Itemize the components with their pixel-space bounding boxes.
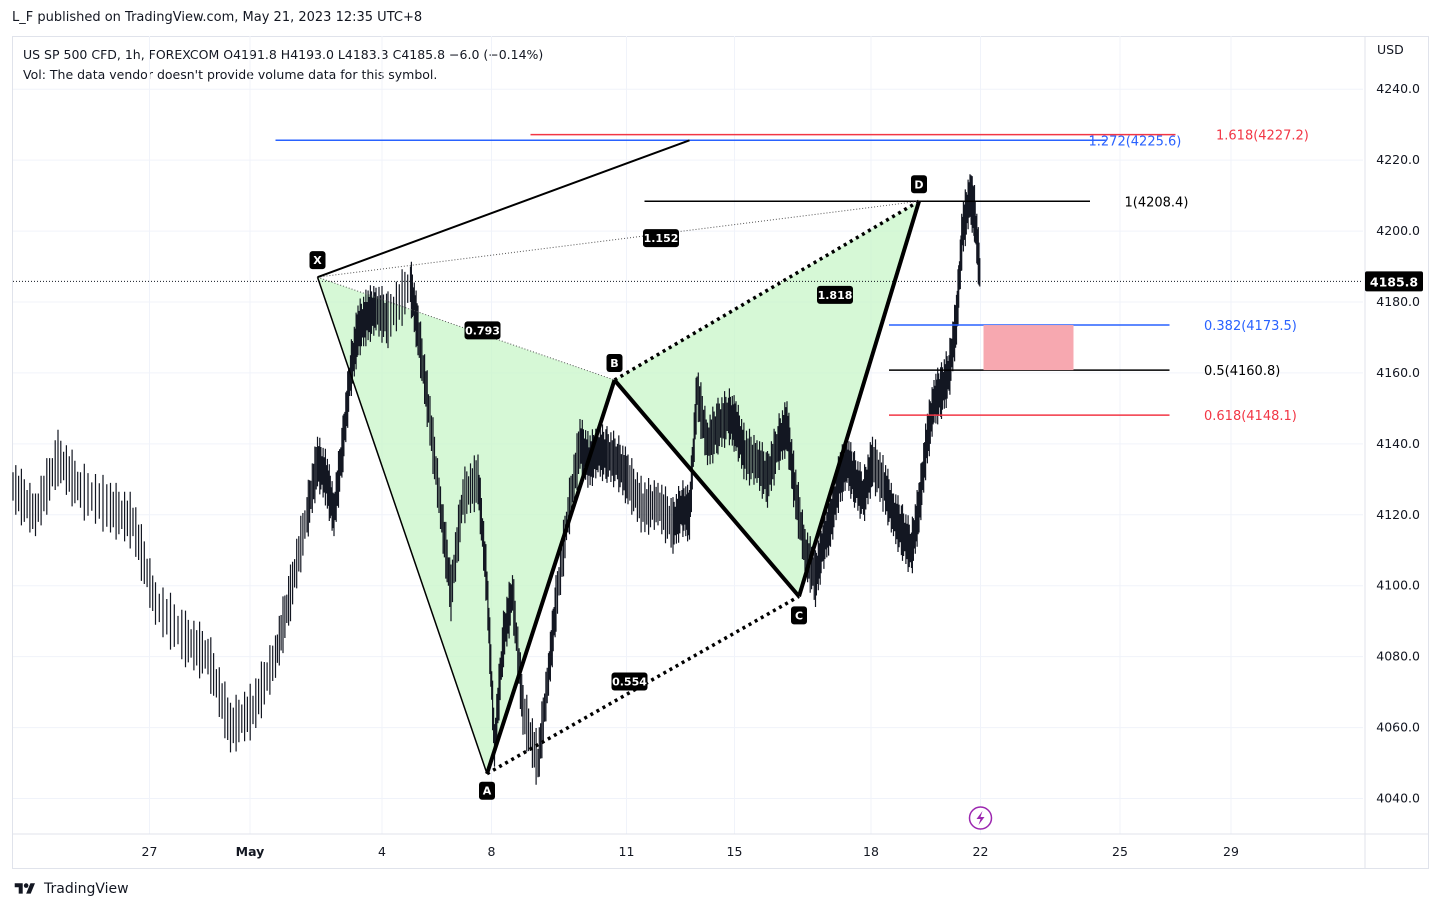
ratio-badge xyxy=(464,321,501,340)
lightning-icon xyxy=(976,811,985,825)
ratio-badge xyxy=(611,672,648,691)
pattern-point-label: X xyxy=(313,254,322,267)
pattern-point-badge[interactable] xyxy=(309,251,326,270)
pattern-point-label: B xyxy=(610,357,618,370)
fib-level-label: 0.618(4148.1) xyxy=(1204,409,1297,424)
ratio-badge xyxy=(643,229,679,248)
pattern-point-badge[interactable] xyxy=(479,781,495,800)
y-tick-label: 4220.0 xyxy=(1376,152,1420,167)
y-tick-label: 4080.0 xyxy=(1376,649,1420,664)
leg-ab[interactable] xyxy=(485,379,617,775)
publisher-info: L_F published on TradingView.com, May 21… xyxy=(12,10,423,25)
x-tick-label: 11 xyxy=(619,844,635,859)
x-tick-label: 22 xyxy=(973,844,989,859)
leg-cd[interactable] xyxy=(797,200,921,597)
tradingview-logo-icon xyxy=(14,883,35,894)
ratio-line-bd[interactable] xyxy=(613,199,920,382)
pattern-point-badge[interactable] xyxy=(911,175,927,194)
symbol-legend: US SP 500 CFD, 1h, FOREXCOM O4191.8 H419… xyxy=(23,45,543,85)
brand-name: TradingView xyxy=(44,881,129,897)
fib-level-label: 0.382(4173.5) xyxy=(1204,319,1297,334)
ratio-label: 0.554 xyxy=(612,675,647,688)
volume-note: Vol: The data vendor doesn't provide vol… xyxy=(23,67,438,82)
last-price-label: 4185.8 xyxy=(1370,274,1418,289)
x-tick-label: 29 xyxy=(1223,844,1239,859)
pattern-point-label: A xyxy=(483,785,492,798)
leg-xa[interactable] xyxy=(316,276,488,774)
x-tick-label: 27 xyxy=(142,844,158,859)
y-tick-label: 4140.0 xyxy=(1376,436,1420,451)
leg-bc[interactable] xyxy=(612,378,801,598)
ratio-label: 1.152 xyxy=(644,232,679,245)
ratio-badge xyxy=(817,285,853,304)
ratio-label: 0.793 xyxy=(465,324,500,337)
target-zone[interactable] xyxy=(983,325,1074,371)
fib-level-label: 0.5(4160.8) xyxy=(1204,364,1280,379)
y-tick-label: 4200.0 xyxy=(1376,223,1420,238)
ratio-line-xd xyxy=(317,200,920,278)
y-tick-label: 4040.0 xyxy=(1376,791,1420,806)
last-price-tag[interactable] xyxy=(1365,271,1423,292)
y-tick-label: 4100.0 xyxy=(1376,578,1420,593)
y-tick-label: 4240.0 xyxy=(1376,81,1420,96)
pattern-point-label: C xyxy=(795,609,803,622)
ohlc-values: O4191.8 H4193.0 L4183.3 C4185.8 xyxy=(223,47,446,62)
price-change: −6.0 (−0.14%) xyxy=(449,47,544,62)
x-tick-label: 15 xyxy=(727,844,743,859)
fib-level-label: 1(4208.4) xyxy=(1125,195,1189,210)
price-bars xyxy=(12,174,981,785)
pattern-point-badge[interactable] xyxy=(791,606,807,625)
x-tick-label: May xyxy=(236,844,265,859)
symbol-name[interactable]: US SP 500 CFD, 1h, FOREXCOM xyxy=(23,47,220,62)
y-tick-label: 4060.0 xyxy=(1376,720,1420,735)
x-tick-label: 8 xyxy=(488,844,496,859)
ratio-line-xb xyxy=(317,276,615,381)
y-tick-label: 4160.0 xyxy=(1376,365,1420,380)
fib-level-label: 1.272(4225.6) xyxy=(1089,134,1182,149)
x-tick-label: 18 xyxy=(863,844,879,859)
ratio-label: 1.818 xyxy=(818,289,853,302)
pattern-bcd-fill xyxy=(614,201,919,597)
pattern-xab-fill xyxy=(317,277,615,774)
y-tick-label: 4120.0 xyxy=(1376,507,1420,522)
x-tick-label: 25 xyxy=(1112,844,1128,859)
tradingview-footer[interactable]: TradingView xyxy=(12,881,129,897)
pattern-point-badge[interactable] xyxy=(606,354,623,373)
x-extension-line[interactable] xyxy=(317,139,690,279)
y-tick-label: 4180.0 xyxy=(1376,294,1420,309)
fib-level-label: 1.618(4227.2) xyxy=(1216,129,1309,144)
pattern-point-label: D xyxy=(914,178,923,191)
x-tick-label: 4 xyxy=(378,844,386,859)
currency-label[interactable]: USD xyxy=(1377,42,1404,57)
chart-frame xyxy=(12,36,1429,869)
